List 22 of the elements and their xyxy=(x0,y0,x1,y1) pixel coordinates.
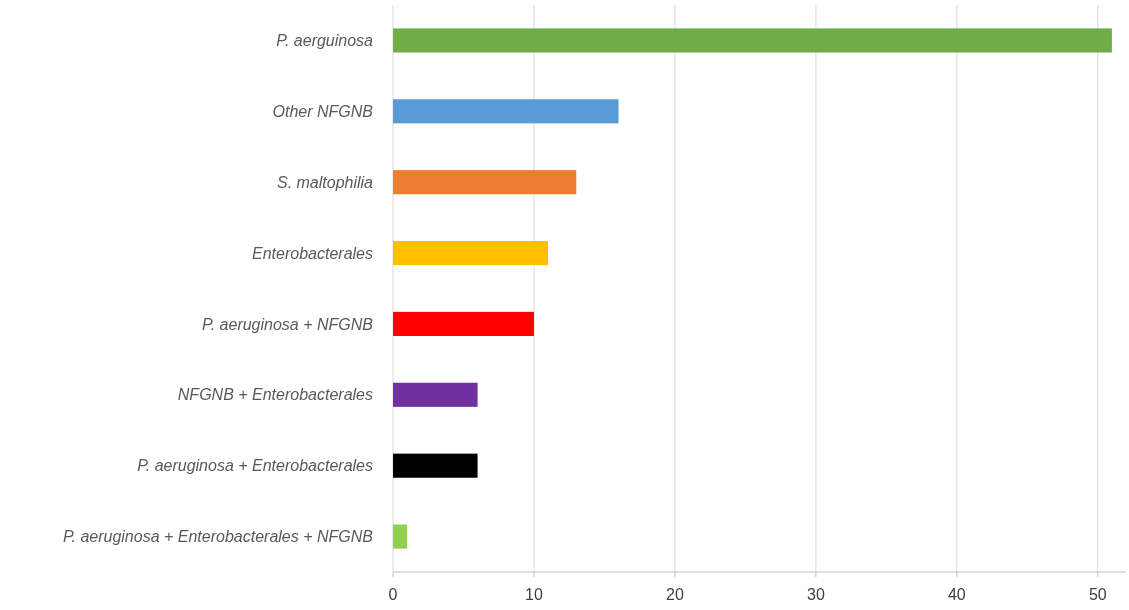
y-tick-label: NFGNB + Enterobacterales xyxy=(177,386,373,404)
bar xyxy=(393,524,408,549)
x-tick-label: 50 xyxy=(1088,586,1107,603)
x-tick-label: 0 xyxy=(388,586,398,603)
bar xyxy=(393,311,534,336)
x-tick-label: 30 xyxy=(806,586,825,603)
bar xyxy=(393,28,1112,53)
y-tick-label: P. aerguinosa xyxy=(276,32,374,50)
x-tick-label: 20 xyxy=(666,586,684,603)
y-tick-label: Enterobacterales xyxy=(252,244,373,262)
x-tick-label: 40 xyxy=(947,586,966,603)
bar xyxy=(393,170,577,195)
y-tick-label: S. maltophilia xyxy=(276,173,374,191)
x-tick-label: 10 xyxy=(525,586,543,603)
bar xyxy=(393,241,549,266)
y-tick-label: P. aeruginosa + Enterobacterales xyxy=(137,457,373,475)
y-tick-label: Other NFGNB xyxy=(272,102,374,120)
bar xyxy=(393,453,478,478)
y-tick-label: P. aeruginosa + NFGNB xyxy=(202,315,374,333)
y-tick-label: P. aeruginosa + Enterobacterales + NFGNB xyxy=(62,528,374,546)
bar xyxy=(393,382,478,407)
bar xyxy=(393,99,619,124)
